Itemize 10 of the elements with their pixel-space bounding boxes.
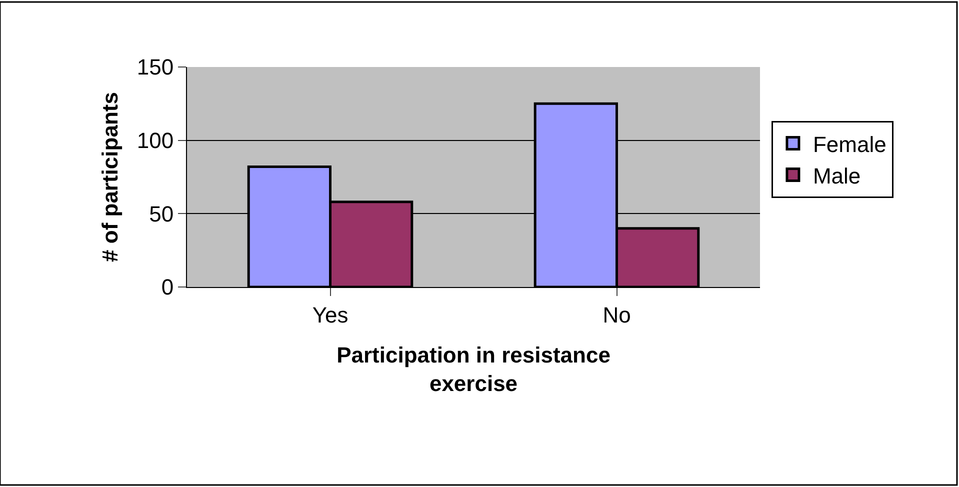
y-tick-label: 0 [161,274,174,300]
legend-label: Female [812,132,886,157]
y-axis-title: # of participants [98,92,123,262]
legend-label: Male [812,163,861,188]
y-tick-label: 150 [136,54,174,80]
x-tick-label: Yes [312,302,348,328]
x-tick-label: No [602,302,631,328]
x-axis-title: Participation in resistance exercise [336,342,610,396]
y-tick-label: 100 [136,128,174,154]
y-tick-label: 50 [149,201,174,226]
